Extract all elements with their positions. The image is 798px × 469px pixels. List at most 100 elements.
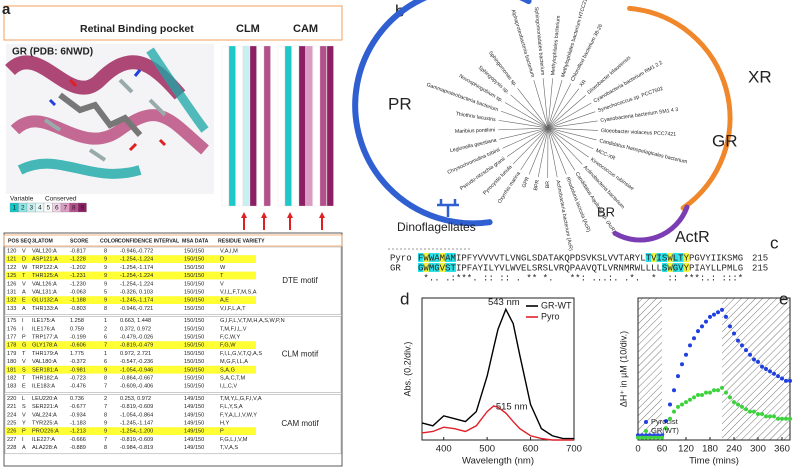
table-cell: 8 <box>104 306 107 312</box>
table-cell: E <box>22 384 26 390</box>
data-point <box>744 407 748 412</box>
table-cell: 149/150 <box>184 412 204 418</box>
group-label: DTE motif <box>282 276 318 285</box>
table-cell: 2 <box>104 326 107 332</box>
table-cell: 180 <box>7 359 16 365</box>
table-cell: LEU220:A <box>32 396 58 402</box>
table-cell: F,C,W,Y <box>220 334 240 340</box>
group-label: CAM motif <box>281 419 319 428</box>
tree-branch <box>547 127 558 178</box>
data-point <box>780 416 784 421</box>
data-point <box>752 409 756 414</box>
data-point <box>708 390 712 395</box>
motif-highlight <box>445 263 451 272</box>
table-cell: T <box>220 273 224 279</box>
x-tick-label: 300 <box>750 444 766 455</box>
motif-highlight <box>423 253 429 262</box>
table-cell: 2 <box>104 396 107 402</box>
row-highlight <box>6 427 256 435</box>
tree-branch <box>547 127 576 171</box>
table-cell: 9 <box>104 367 107 373</box>
table-cell: S <box>22 404 26 410</box>
sequence-end: 215 <box>752 263 768 273</box>
table-cell: -0.946,-0.772 <box>120 248 153 254</box>
panel-label: a <box>2 1 11 18</box>
table-cell: 125 <box>7 273 16 279</box>
tree-branch <box>528 127 549 175</box>
data-point <box>756 359 760 364</box>
table-cell: -0.934 <box>70 412 86 418</box>
table-cell: 6 <box>104 334 107 340</box>
table-cell: 227 <box>7 437 16 443</box>
table-cell: -0.723 <box>70 375 86 381</box>
table-cell: 9 <box>104 298 107 304</box>
table-cell: T,M,Y,L,G,F,I,V,A <box>220 396 262 402</box>
motif-highlight <box>445 253 451 262</box>
table-header: SCORE <box>70 238 89 244</box>
data-point <box>728 324 732 329</box>
table-cell: A <box>22 289 26 295</box>
table-cell: 0.759 <box>70 326 84 332</box>
scale-grade: 2 <box>21 205 25 212</box>
data-point <box>684 352 688 357</box>
scale-grade: 5 <box>46 205 50 212</box>
table-cell: 8 <box>104 445 107 451</box>
table-cell: VAL131:A <box>32 289 57 295</box>
motif-highlight <box>656 253 662 262</box>
table-box <box>3 232 343 467</box>
tree-branch <box>517 88 549 129</box>
table-cell: VAL180:A <box>32 359 57 365</box>
table-cell: THR133:A <box>32 306 58 312</box>
data-point <box>680 402 684 407</box>
tree-branch <box>547 120 598 129</box>
leaf-label: BR <box>545 181 551 188</box>
alignment-column <box>312 45 320 207</box>
scale-grade: 9 <box>80 205 84 212</box>
data-point <box>712 388 716 393</box>
table-cell: I <box>22 318 24 324</box>
data-point <box>720 307 724 312</box>
legend-label: GR-WT <box>541 300 572 310</box>
clade-arc <box>612 204 690 243</box>
scale-grade: 4 <box>38 205 42 212</box>
scale-grade: 8 <box>72 205 76 212</box>
leaf-label: XR <box>579 79 588 89</box>
tree-branch <box>504 102 549 129</box>
table-cell: A <box>22 445 26 451</box>
table-cell: SER221:A <box>32 404 58 410</box>
table-cell: 9 <box>104 420 107 426</box>
table-cell: 150/150 <box>184 273 204 279</box>
motif-highlight <box>672 263 679 272</box>
table-cell: F,I,L,G,V,T,Q,A,S <box>220 351 262 357</box>
data-point <box>772 371 776 376</box>
table-cell: G <box>22 343 26 349</box>
sequence-name: GR <box>390 263 401 273</box>
table-cell: 0.972, 2.721 <box>120 351 151 357</box>
column-title: CLM <box>236 23 260 35</box>
table-cell: -0.864,-0.667 <box>120 375 153 381</box>
leaf-label: GPR <box>521 176 531 189</box>
x-tick-label: 120 <box>678 444 694 455</box>
data-point <box>768 369 772 374</box>
motif-highlight <box>645 253 652 262</box>
table-cell: 1 <box>104 318 107 324</box>
motif-highlight <box>678 253 684 262</box>
table-cell: ASP121:A <box>32 257 58 263</box>
table-cell: 5 <box>104 289 107 295</box>
data-point <box>752 357 756 362</box>
motif-highlight <box>423 263 429 272</box>
table-cell: 6 <box>104 359 107 365</box>
data-point <box>696 393 700 398</box>
x-tick-label: 240 <box>726 444 742 455</box>
table-cell: VAL126:A <box>32 281 57 287</box>
data-point <box>688 397 692 402</box>
panel-title: Retinal Binding pocket <box>80 23 194 35</box>
data-point <box>640 435 644 440</box>
table-cell: -1.245,-1.174 <box>120 298 153 304</box>
data-point <box>764 367 768 371</box>
table-cell: Y <box>22 420 26 426</box>
tree-branch <box>547 95 586 129</box>
scale-label: Conserved <box>45 196 77 203</box>
motif-highlight <box>651 253 657 262</box>
